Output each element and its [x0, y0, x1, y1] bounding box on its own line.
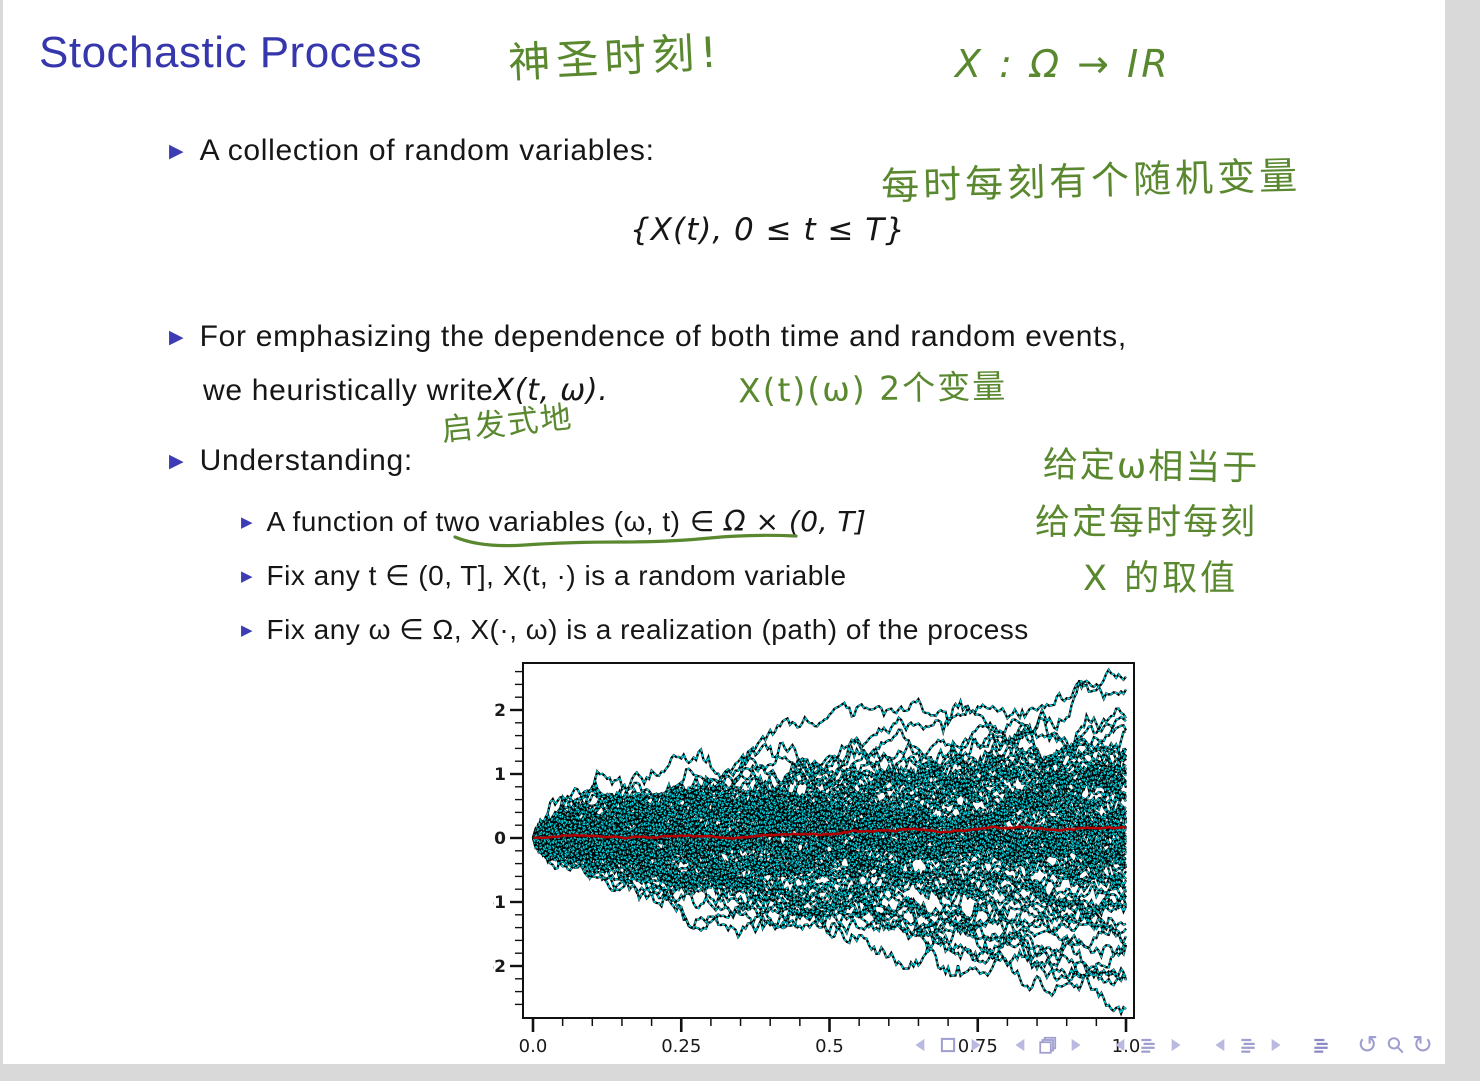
- nav-slide-next-icon[interactable]: [965, 1035, 985, 1055]
- svg-text:2: 2: [494, 701, 506, 721]
- subbullet-fix-omega-label: Fix any ω ∈ Ω, X(·, ω) is a realization …: [266, 614, 1029, 645]
- nav-search-icon[interactable]: [1385, 1035, 1405, 1055]
- nav-frame-icon[interactable]: [1038, 1035, 1058, 1055]
- nav-appendix-icon[interactable]: [1311, 1035, 1331, 1055]
- bullet-collection-label: A collection of random variables:: [199, 134, 655, 167]
- nav-slide-group: [911, 1035, 985, 1055]
- nav-forward-icon[interactable]: ↻: [1412, 1030, 1433, 1059]
- bullet-triangle-icon: ▶: [169, 326, 184, 348]
- nav-section-prev-icon[interactable]: [1211, 1035, 1231, 1055]
- subbullet-fix-omega: ▶ Fix any ω ∈ Ω, X(·, ω) is a realizatio…: [241, 612, 1029, 648]
- nav-back-icon[interactable]: ↺: [1357, 1030, 1379, 1059]
- nav-subsection-next-icon[interactable]: [1165, 1035, 1185, 1055]
- bullet-emphasizing-line2: we heuristically write X(t, ω).: [203, 372, 609, 410]
- svg-text:-1: -1: [493, 893, 506, 913]
- svg-text:1: 1: [494, 765, 506, 785]
- beamer-navigation-bar: ↺ ↻: [881, 1031, 1433, 1059]
- nav-slide-prev-icon[interactable]: [911, 1035, 931, 1055]
- nav-frame-group: [1011, 1035, 1085, 1055]
- bullet-emphasizing: ▶ For emphasizing the dependence of both…: [169, 318, 1127, 356]
- nav-subsection-prev-icon[interactable]: [1111, 1035, 1131, 1055]
- formula-stochastic-process: {X(t), 0 ≤ t ≤ T}: [630, 212, 906, 248]
- subbullet-triangle-icon: ▶: [241, 621, 253, 639]
- viewer-gray-margin-right: [1445, 0, 1480, 1081]
- bullet-triangle-icon: ▶: [169, 140, 184, 162]
- bullet-emphasizing-line1: For emphasizing the dependence of both t…: [199, 320, 1127, 353]
- bullet-understanding-label: Understanding:: [199, 444, 413, 477]
- axis-ticks: [510, 670, 1128, 1032]
- viewer-gray-margin-bottom: [0, 1064, 1480, 1081]
- subbullet-function-two-variables: ▶ A function of two variables (ω, t) ∈ Ω…: [241, 504, 866, 540]
- subbullet-fix-t: ▶ Fix any t ∈ (0, T], X(t, ·) is a rando…: [241, 558, 847, 594]
- nav-subsection-icon[interactable]: [1138, 1035, 1158, 1055]
- nav-slide-icon[interactable]: [938, 1035, 958, 1055]
- nav-history-group: ↺ ↻: [1357, 1030, 1433, 1059]
- bullet-understanding: ▶ Understanding:: [169, 442, 413, 480]
- bullet-emphasizing-line2-text: we heuristically write: [203, 374, 494, 407]
- annotation-given-omega: 给定ω相当于: [1042, 445, 1260, 489]
- brownian-paths-figure: 210-1-20.00.250.50.751.0: [487, 656, 1148, 1066]
- nav-frame-next-icon[interactable]: [1065, 1035, 1085, 1055]
- brownian-paths-chart: 210-1-20.00.250.50.751.0: [487, 662, 1141, 1057]
- nav-frame-prev-icon[interactable]: [1011, 1035, 1031, 1055]
- nav-section-group: [1211, 1035, 1285, 1055]
- underlined-two-variables: two variables (ω, t): [435, 506, 681, 537]
- green-hand-underline: [453, 533, 798, 548]
- slide-page: Stochastic Process 神圣时刻! X : Ω → IR 每时每刻…: [3, 0, 1445, 1064]
- subbullet-triangle-icon: ▶: [241, 567, 253, 585]
- annotation-x-omega-map: X : Ω → IR: [955, 42, 1171, 86]
- svg-text:1.0: 1.0: [1112, 1036, 1141, 1057]
- bullet-triangle-icon: ▶: [169, 450, 184, 472]
- annotation-holy-moment: 神圣时刻!: [507, 27, 725, 88]
- annotation-every-moment-rv: 每时每刻有个随机变量: [880, 153, 1302, 209]
- bullet-emphasizing-line2-math: X(t, ω).: [493, 373, 609, 408]
- subbullet-triangle-icon: ▶: [241, 513, 253, 531]
- page-title: Stochastic Process: [39, 28, 423, 77]
- nav-appendix-group: [1311, 1035, 1331, 1055]
- bullet-collection: ▶ A collection of random variables:: [169, 132, 655, 170]
- annotation-two-variables-note: X(t)(ω) 2个变量: [737, 366, 1008, 411]
- nav-section-icon[interactable]: [1238, 1035, 1258, 1055]
- sample-paths-layer: [531, 667, 1128, 1017]
- subbullet-fix-t-label: Fix any t ∈ (0, T], X(t, ·) is a random …: [266, 560, 847, 591]
- annotation-value-of-x: X 的取值: [1083, 559, 1239, 599]
- nav-subsection-group: [1111, 1035, 1185, 1055]
- svg-text:0.0: 0.0: [519, 1036, 548, 1057]
- svg-text:0: 0: [494, 829, 506, 849]
- svg-text:0.25: 0.25: [661, 1036, 701, 1057]
- subbullet-function-text: A function of two variables (ω, t) ∈ Ω ×…: [266, 505, 867, 538]
- mean-path-line: [532, 824, 1127, 840]
- annotation-given-every-moment: 给定每时每刻: [1035, 503, 1258, 543]
- svg-text:-2: -2: [493, 957, 506, 977]
- svg-text:0.5: 0.5: [815, 1036, 844, 1057]
- nav-section-next-icon[interactable]: [1265, 1035, 1285, 1055]
